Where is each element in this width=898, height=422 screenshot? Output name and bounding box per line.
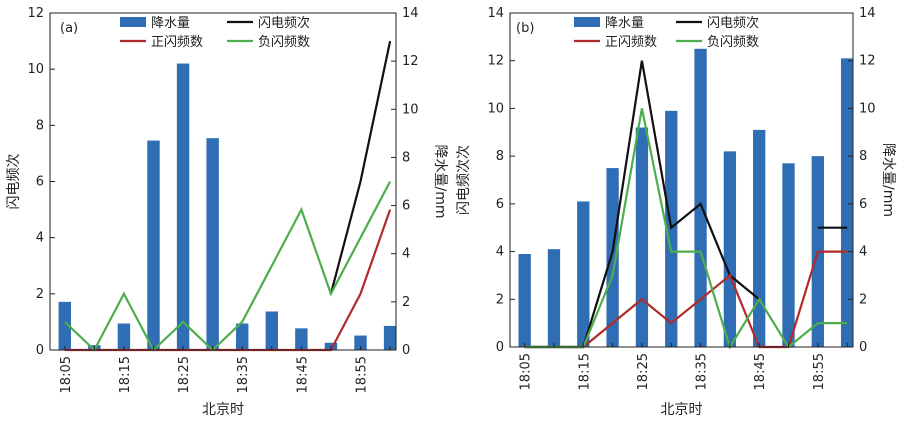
y-left-axis-label: 闪电频次 — [6, 154, 22, 210]
right-tick-label: 8 — [859, 149, 867, 164]
x-axis-label: 北京时 — [202, 402, 244, 418]
x-tick-label: 18:55 — [812, 353, 827, 390]
legend-swatch-bar — [120, 17, 146, 27]
plot-frame — [509, 12, 854, 348]
left-tick-label: 0 — [36, 343, 44, 358]
precip-bar — [547, 249, 561, 347]
y-right-axis-label: 降水量/mm — [880, 143, 896, 217]
precip-bar — [753, 129, 766, 347]
plot-frame — [49, 12, 397, 351]
legend-label: 闪电频次 — [258, 15, 310, 31]
precip-bar — [840, 58, 854, 347]
x-tick-label: 18:15 — [118, 356, 133, 393]
right-tick-label: 2 — [859, 292, 867, 307]
precip-bar — [577, 201, 590, 347]
right-tick-label: 12 — [859, 54, 876, 69]
right-tick-label: 2 — [402, 295, 410, 310]
precip-bar — [518, 253, 531, 347]
precip-bar — [117, 323, 131, 350]
right-tick-label: 4 — [859, 245, 867, 260]
right-tick-label: 10 — [859, 101, 876, 116]
x-tick-label: 18:35 — [695, 353, 710, 390]
precip-bar — [147, 140, 160, 350]
right-tick-label: 12 — [402, 54, 419, 69]
line-正闪频数 — [524, 250, 848, 349]
precip-bar — [606, 168, 619, 347]
right-tick-label: 14 — [402, 6, 419, 21]
x-tick-label: 18:05 — [519, 353, 534, 390]
left-tick-label: 6 — [496, 197, 504, 212]
precip-bar — [58, 301, 71, 350]
precip-bar — [635, 127, 649, 347]
panel-label: (a) — [60, 21, 78, 36]
x-tick-label: 18:15 — [577, 353, 592, 390]
legend-label: 正闪频数 — [605, 35, 657, 50]
left-tick-label: 8 — [496, 149, 504, 164]
x-tick-label: 18:45 — [295, 356, 310, 393]
left-tick-label: 12 — [487, 54, 504, 69]
left-tick-label: 4 — [496, 245, 504, 260]
precip-bar — [265, 311, 279, 350]
precip-bar — [295, 328, 308, 350]
right-tick-label: 8 — [402, 150, 410, 165]
right-tick-label: 10 — [402, 102, 419, 117]
right-tick-label: 6 — [859, 197, 867, 212]
left-tick-label: 0 — [496, 340, 504, 355]
right-tick-label: 6 — [402, 199, 410, 214]
left-tick-label: 2 — [36, 287, 44, 302]
y-left-axis-label: 闪电频次次 — [456, 145, 472, 215]
legend-label: 负闪频数 — [707, 35, 759, 50]
line-闪电频次 — [329, 40, 392, 295]
left-tick-label: 14 — [487, 6, 504, 21]
left-tick-label: 4 — [36, 231, 44, 246]
line-负闪频数 — [64, 180, 392, 352]
right-tick-label: 14 — [859, 6, 876, 21]
line-正闪频数 — [64, 209, 392, 352]
right-tick-label: 0 — [859, 340, 867, 355]
legend-swatch-bar — [574, 17, 600, 27]
legend-label: 降水量 — [605, 16, 644, 31]
precip-bar — [383, 325, 397, 350]
legend-label: 降水量 — [151, 16, 190, 31]
left-tick-label: 10 — [27, 62, 44, 77]
chart-panel-a: 0 2 4 6 8 10 12 0 2 4 6 8 10 12 14 18:05 18:15 18:25 18:35… — [6, 6, 448, 418]
x-tick-label: 18:25 — [177, 356, 192, 393]
legend-label: 闪电频次 — [707, 15, 759, 31]
x-tick-label: 18:55 — [355, 356, 370, 393]
x-axis-label: 北京时 — [661, 402, 703, 418]
legend-label: 负闪频数 — [258, 35, 310, 50]
x-tick-label: 18:25 — [636, 353, 651, 390]
precip-bar — [176, 63, 190, 351]
x-tick-label: 18:05 — [59, 356, 74, 393]
left-tick-label: 2 — [496, 292, 504, 307]
precip-bar — [206, 138, 219, 350]
right-tick-label: 4 — [402, 247, 410, 262]
precip-bar — [723, 151, 737, 347]
panel-label: (b) — [516, 21, 534, 36]
x-tick-label: 18:45 — [753, 353, 768, 390]
chart-panel-b: 0 2 4 6 8 10 12 14 0 2 4 6 8 10 12 14 18:05 18:15 18:25 18:… — [456, 6, 896, 418]
left-tick-label: 10 — [487, 101, 504, 116]
y-right-axis-label: 降水量/mm — [432, 145, 448, 219]
x-tick-label: 18:35 — [236, 356, 251, 393]
precip-bar — [782, 163, 795, 347]
right-tick-label: 0 — [402, 343, 410, 358]
precip-bar — [236, 323, 249, 350]
legend-label: 正闪频数 — [151, 35, 203, 50]
left-tick-label: 12 — [27, 6, 44, 21]
precip-bar — [694, 48, 707, 348]
precip-bar — [354, 335, 367, 350]
left-tick-label: 6 — [36, 175, 44, 190]
left-tick-label: 8 — [36, 118, 44, 133]
